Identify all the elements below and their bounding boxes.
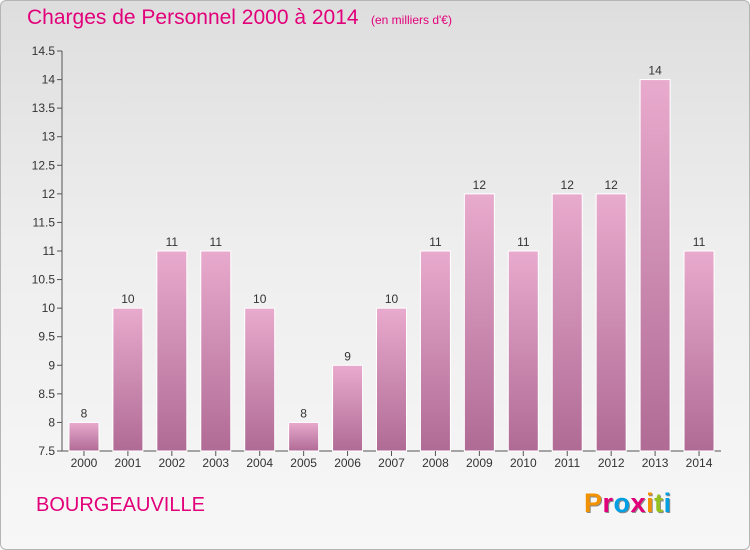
x-tick-label: 2013 — [642, 456, 669, 470]
bar — [332, 364, 364, 452]
y-tick-label: 8.5 — [38, 387, 55, 401]
bar — [156, 250, 188, 452]
bar — [244, 307, 276, 452]
data-label: 12 — [604, 178, 618, 192]
data-label: 10 — [253, 292, 267, 306]
bar — [507, 250, 539, 452]
proxiti-logo[interactable]: Proxiti — [584, 488, 672, 519]
y-tick-label: 11.5 — [33, 215, 56, 229]
data-label: 11 — [166, 235, 179, 249]
logo-letter: x — [630, 488, 647, 518]
x-tick-label: 2010 — [510, 456, 537, 470]
logo-letter: r — [602, 488, 614, 518]
x-tick-label: 2009 — [466, 456, 493, 470]
logo-letter: i — [663, 488, 672, 518]
chart-title: Charges de Personnel 2000 à 2014 — [27, 6, 359, 29]
bar — [376, 307, 407, 452]
logo-letter: P — [584, 488, 603, 518]
data-label: 12 — [561, 178, 575, 192]
y-tick-label: 7.5 — [38, 444, 55, 458]
bar — [112, 307, 144, 452]
x-tick-label: 2005 — [290, 456, 317, 470]
bar — [200, 250, 232, 452]
x-tick-label: 2008 — [422, 456, 449, 470]
y-tick-label: 10.5 — [32, 273, 56, 287]
logo-letter: i — [646, 488, 655, 518]
x-tick-label: 2007 — [378, 456, 405, 470]
data-label: 11 — [517, 235, 530, 249]
bar — [463, 193, 495, 452]
x-tick-label: 2012 — [598, 456, 625, 470]
y-tick-label: 10 — [42, 301, 56, 315]
bar — [68, 421, 100, 452]
y-tick-label: 9 — [48, 358, 55, 372]
x-tick-label: 2011 — [554, 456, 580, 470]
y-tick-label: 14.5 — [32, 44, 56, 58]
x-tick-label: 2000 — [71, 456, 98, 470]
x-tick-label: 2001 — [115, 456, 142, 470]
data-label: 11 — [429, 235, 442, 249]
bar — [683, 250, 715, 452]
town-name: BOURGEAUVILLE — [36, 494, 205, 516]
x-tick-label: 2002 — [158, 456, 185, 470]
data-label: 11 — [210, 235, 223, 249]
x-tick-label: 2004 — [246, 456, 273, 470]
y-tick-label: 8 — [48, 415, 55, 429]
chart-subtitle: (en milliers d'€) — [371, 13, 452, 27]
y-tick-label: 13 — [42, 130, 56, 144]
data-label: 10 — [385, 292, 399, 306]
logo-letter: t — [654, 488, 664, 518]
bar — [639, 79, 671, 452]
y-tick-label: 12.5 — [32, 158, 56, 172]
bar — [551, 193, 583, 452]
x-tick-label: 2014 — [686, 456, 713, 470]
logo-letter: o — [613, 488, 631, 518]
data-label: 12 — [473, 178, 487, 192]
data-label: 14 — [648, 64, 662, 78]
bar — [595, 193, 627, 452]
bar — [288, 421, 320, 452]
y-tick-label: 14 — [42, 73, 56, 87]
y-tick-label: 11 — [43, 244, 56, 258]
x-tick-label: 2006 — [334, 456, 361, 470]
data-label: 9 — [344, 349, 351, 363]
data-label: 8 — [81, 406, 88, 420]
y-tick-label: 13.5 — [32, 101, 56, 115]
y-tick-label: 9.5 — [38, 330, 55, 344]
data-label: 10 — [121, 292, 135, 306]
x-tick-label: 2003 — [202, 456, 229, 470]
data-label: 8 — [300, 406, 307, 420]
data-label: 11 — [693, 235, 706, 249]
bar — [419, 250, 451, 452]
y-tick-label: 12 — [42, 187, 56, 201]
